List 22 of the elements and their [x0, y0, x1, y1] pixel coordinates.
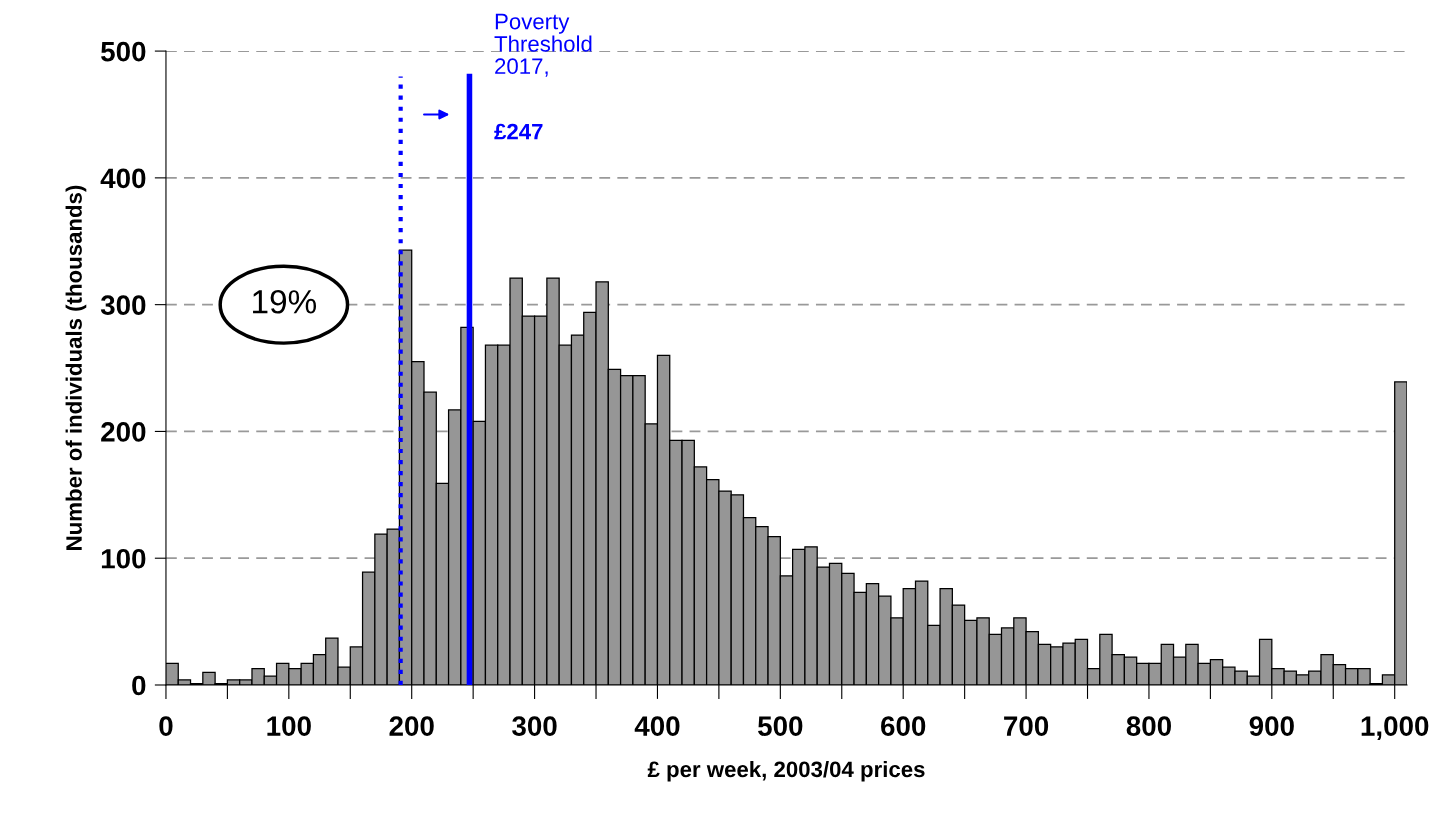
annotation: 19% — [253, 289, 317, 314]
y-tick-label: 0 — [132, 675, 146, 696]
annotation: £247 — [494, 123, 543, 140]
y-tick-label: 100 — [101, 548, 146, 569]
x-tick-label: 300 — [512, 716, 557, 736]
x-tick-label: 100 — [267, 716, 311, 736]
x-tick-label: 900 — [1249, 716, 1294, 736]
y-tick-label: 300 — [100, 295, 146, 316]
y-tick-label: 200 — [101, 422, 146, 442]
x-tick-label: 0 — [159, 716, 173, 736]
x-tick-label: 800 — [1126, 716, 1171, 736]
y-axis-title: Number of individuals (thousands) — [65, 185, 87, 550]
x-tick-label: 500 — [758, 716, 803, 736]
y-tick-label: 400 — [100, 168, 146, 189]
x-tick-label: 600 — [881, 716, 926, 736]
x-tick-label: 1,000 — [1361, 716, 1429, 740]
x-tick-label: 700 — [1004, 716, 1049, 736]
y-tick-label: 500 — [101, 41, 146, 62]
x-tick-label: 200 — [389, 716, 434, 736]
ref-line-label: Poverty Threshold 2017, — [494, 13, 592, 77]
x-axis-title: £ per week, 2003/04 prices — [647, 760, 925, 782]
x-tick-label: 400 — [634, 716, 680, 736]
